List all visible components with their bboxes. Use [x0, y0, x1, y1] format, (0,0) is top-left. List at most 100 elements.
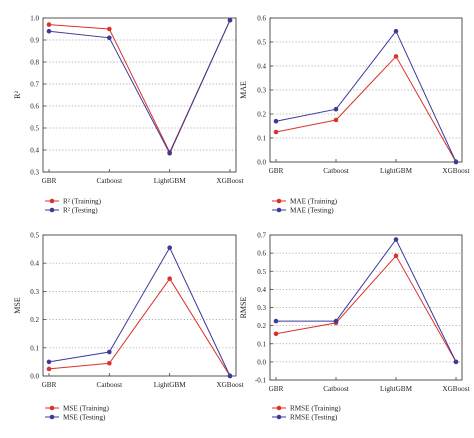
y-tick-label: 0.5 — [30, 125, 39, 133]
legend-marker — [49, 405, 55, 411]
y-tick-label: 0.7 — [30, 81, 39, 89]
x-tick-label: LightGBM — [380, 167, 413, 175]
y-tick-label: 0.5 — [30, 232, 39, 240]
data-point-testing — [333, 318, 339, 324]
data-point-testing — [453, 159, 459, 165]
y-tick-label: 0.1 — [30, 344, 39, 352]
x-tick-label: XGBoost — [216, 381, 243, 389]
data-point-training — [333, 117, 339, 123]
y-tick-label: 0.1 — [257, 135, 266, 143]
legend-label: R² (Testing) — [63, 207, 98, 215]
plot-frame — [42, 17, 237, 173]
data-point-testing — [167, 151, 172, 156]
data-point-testing — [393, 237, 399, 242]
x-tick-label: XGBoost — [442, 167, 469, 175]
x-tick-label: Catboost — [323, 167, 349, 175]
chart-panel-1: 0.3 0.4 0.5 0.6 0.7 0.8 0.9 1.0 GBR Catboost Light… — [13, 15, 244, 215]
y-tick-label: 0.2 — [257, 111, 266, 119]
legend-label: R² (Training) — [63, 198, 102, 206]
legend-marker — [49, 198, 55, 204]
data-point-testing — [273, 318, 279, 324]
data-point-training — [107, 26, 112, 32]
series-line-testing — [48, 19, 231, 155]
y-tick-label: 0.4 — [30, 147, 39, 155]
y-axis-label: MSE — [13, 297, 22, 314]
data-point-training — [393, 54, 399, 59]
y-tick-label: 0.2 — [257, 322, 266, 330]
y-tick-label: -0.1 — [255, 377, 267, 385]
x-tick-label: LightGBM — [380, 385, 413, 393]
x-tick-label: Catboost — [97, 177, 123, 185]
y-axis-label: RMSE — [239, 297, 248, 319]
data-point-testing — [107, 35, 112, 41]
legend-label: MSE (Testing) — [63, 414, 106, 422]
plot-frame — [42, 234, 237, 377]
x-tick-label: XGBoost — [216, 177, 243, 185]
data-point-testing — [393, 28, 399, 34]
data-point-testing — [46, 359, 52, 365]
legend-marker — [49, 207, 55, 213]
x-tick-label: Catboost — [97, 381, 123, 389]
y-tick-label: 0.5 — [257, 39, 266, 47]
data-point-training — [167, 276, 172, 282]
data-point-training — [393, 253, 399, 259]
series-line-training — [275, 55, 457, 163]
legend-label: MAE (Training) — [290, 198, 338, 206]
data-point-testing — [227, 17, 233, 23]
series-line-training — [48, 277, 231, 377]
y-tick-label: 0.4 — [257, 286, 266, 294]
y-tick-label: 0.3 — [257, 304, 266, 312]
chart-panel-3: 0.0 0.1 0.2 0.3 0.4 0.5 GBR Catboost LightGBM XGB… — [13, 232, 244, 422]
legend-marker — [49, 414, 55, 420]
x-tick-label: LightGBM — [154, 381, 187, 389]
legend-marker — [276, 207, 282, 213]
data-point-testing — [167, 245, 172, 250]
series-line-testing — [276, 238, 457, 363]
y-tick-label: 0.1 — [257, 340, 266, 348]
data-point-training — [273, 129, 279, 135]
legend-marker — [276, 198, 282, 204]
data-point-training — [107, 361, 112, 366]
y-tick-label: 1.0 — [30, 15, 39, 23]
x-tick-label: GBR — [269, 167, 284, 175]
data-point-testing — [227, 373, 233, 379]
y-tick-label: 0.3 — [257, 87, 266, 95]
legend-marker — [276, 405, 282, 411]
y-tick-label: 0.0 — [257, 159, 266, 167]
chart-panel-4: -0.1 0.0 0.1 0.2 0.3 0.4 0.5 0.6 0.7 GBR Catboost L… — [239, 232, 470, 422]
y-tick-label: 0.7 — [257, 232, 266, 240]
y-tick-label: 0.8 — [30, 59, 39, 67]
y-tick-label: 0.9 — [30, 37, 39, 45]
x-tick-label: GBR — [269, 385, 284, 393]
series-line-testing — [48, 246, 231, 377]
legend-label: MAE (Testing) — [290, 207, 334, 215]
legend-label: RMSE (Testing) — [290, 414, 338, 422]
data-point-training — [46, 22, 52, 27]
legend-label: MSE (Training) — [63, 405, 109, 413]
x-tick-label: GBR — [42, 177, 57, 185]
legend-label: RMSE (Training) — [290, 405, 341, 413]
data-point-training — [273, 331, 279, 337]
y-tick-label: 0.6 — [257, 15, 266, 23]
y-tick-label: 0.2 — [30, 316, 39, 324]
data-point-testing — [333, 106, 339, 112]
data-point-testing — [273, 118, 279, 124]
chart-panel-2: 0.0 0.1 0.2 0.3 0.4 0.5 0.6 GBR Catboost LightGBM… — [239, 15, 470, 215]
y-tick-label: 0.3 — [30, 288, 39, 296]
y-tick-label: 0.6 — [257, 250, 266, 258]
data-point-testing — [453, 359, 459, 365]
y-axis-label: MAE — [239, 81, 248, 99]
y-tick-label: 0.3 — [30, 169, 39, 177]
y-tick-label: 0.6 — [30, 103, 39, 111]
data-point-training — [46, 366, 52, 372]
y-tick-label: 0.4 — [30, 260, 39, 268]
data-point-testing — [107, 349, 112, 355]
y-axis-label: R² — [13, 91, 22, 99]
x-tick-label: GBR — [42, 381, 57, 389]
legend-marker — [276, 414, 282, 420]
series-line-training — [275, 254, 457, 363]
x-tick-label: LightGBM — [154, 177, 187, 185]
y-tick-label: 0.4 — [257, 63, 266, 71]
series-line-testing — [275, 30, 457, 163]
